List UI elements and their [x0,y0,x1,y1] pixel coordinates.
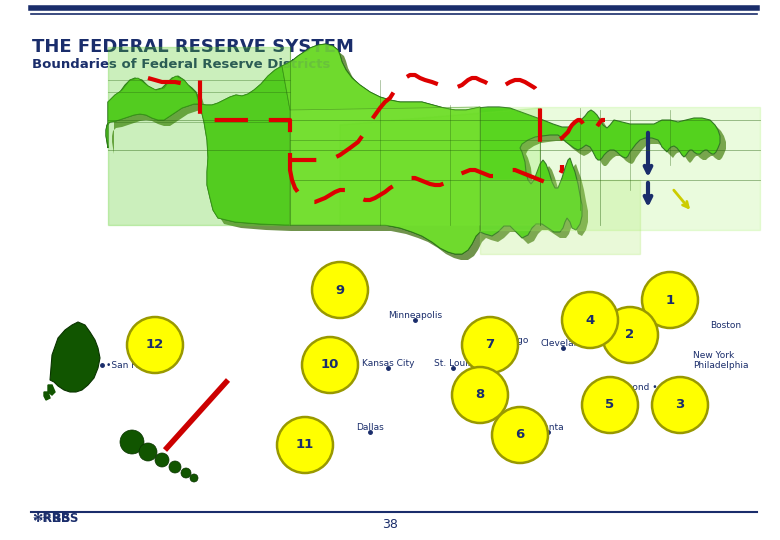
Polygon shape [480,180,640,254]
Bar [100,90,765,495]
Text: 38: 38 [382,517,398,530]
Text: Cleveland: Cleveland [541,339,586,348]
Circle shape [181,468,191,478]
Polygon shape [108,47,290,225]
Text: ✳✳RBS: ✳✳RBS [32,511,78,524]
Polygon shape [282,44,480,254]
Circle shape [190,474,198,482]
Text: Richmond •: Richmond • [604,383,658,393]
Text: 7: 7 [485,339,495,352]
Text: Kansas City: Kansas City [362,359,414,368]
Text: •San Francisco: •San Francisco [106,361,173,369]
Circle shape [120,430,144,454]
Text: THE FEDERAL RESERVE SYSTEM: THE FEDERAL RESERVE SYSTEM [32,38,354,56]
Polygon shape [480,107,760,230]
Text: 6: 6 [516,429,525,442]
Circle shape [642,272,698,328]
Text: New York: New York [693,350,734,360]
Text: 11: 11 [296,438,314,451]
Text: Atlanta: Atlanta [532,423,564,432]
Text: Philadelphia: Philadelphia [693,361,749,369]
Text: Boundaries of Federal Reserve Districts: Boundaries of Federal Reserve Districts [32,58,331,71]
Circle shape [139,443,157,461]
Text: 10: 10 [321,359,339,372]
Circle shape [462,317,518,373]
Circle shape [127,317,183,373]
Circle shape [312,262,368,318]
Text: 9: 9 [335,284,345,296]
Circle shape [602,307,658,363]
Text: St. Louis: St. Louis [434,359,472,368]
Circle shape [452,367,508,423]
Circle shape [169,461,181,473]
Text: Dallas: Dallas [356,423,384,432]
Polygon shape [340,108,540,225]
Polygon shape [48,385,55,395]
Circle shape [562,292,618,348]
Text: 2: 2 [626,328,635,341]
Text: 4: 4 [585,314,594,327]
Circle shape [492,407,548,463]
Circle shape [277,417,333,473]
Text: 5: 5 [605,399,615,411]
Polygon shape [112,50,726,260]
Circle shape [652,377,708,433]
Polygon shape [290,107,480,225]
Circle shape [155,453,169,467]
Text: 3: 3 [675,399,685,411]
Circle shape [302,337,358,393]
Polygon shape [50,322,100,392]
Text: Chicago: Chicago [493,336,529,345]
Polygon shape [44,392,50,400]
Text: 1: 1 [665,294,675,307]
Text: Boston: Boston [710,321,741,329]
Polygon shape [106,44,720,254]
Polygon shape [106,66,290,225]
Circle shape [582,377,638,433]
Text: Minneapolis: Minneapolis [388,311,442,320]
Text: 8: 8 [475,388,484,402]
Text: ✻RBS: ✻RBS [32,511,71,524]
Text: 12: 12 [146,339,164,352]
